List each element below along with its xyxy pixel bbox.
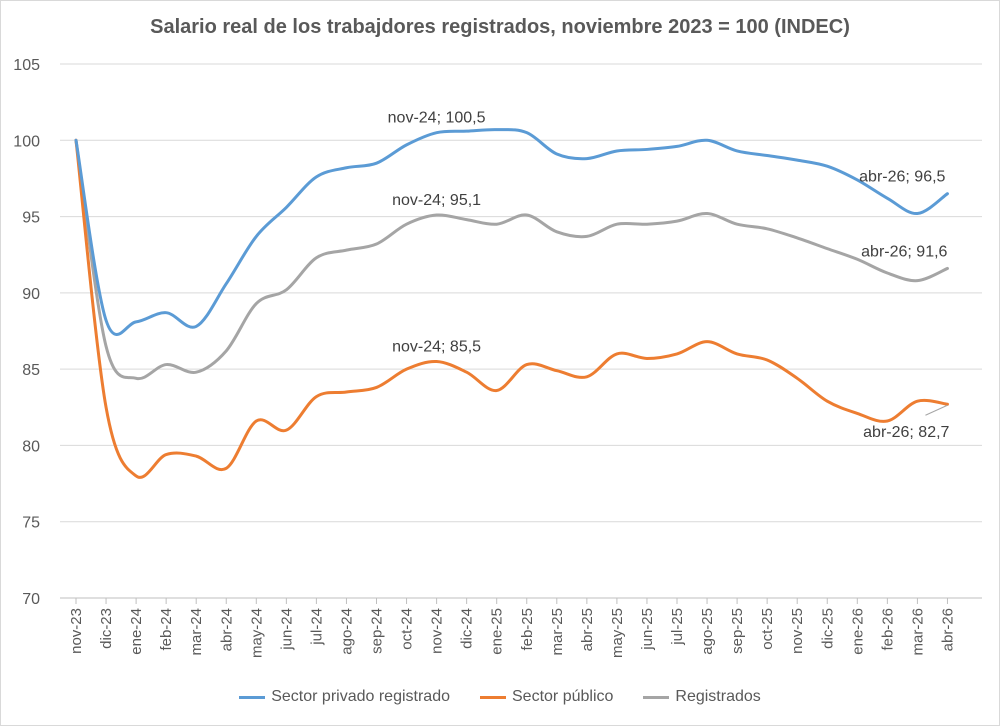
x-tick-label-dic-24: dic-24: [459, 608, 476, 649]
data-annotations: nov-24; 100,5 abr-26; 96,5 nov-24; 95,1 abr…: [388, 110, 950, 442]
x-tick-label-ene-24: ene-24: [128, 608, 145, 655]
x-tick-label-nov-24: nov-24: [429, 608, 446, 654]
y-tick-label-85: 85: [22, 362, 40, 379]
x-tick-label-dic-23: dic-23: [98, 608, 115, 649]
x-tick-label-mar-25: mar-25: [549, 608, 566, 656]
x-tick-label-jun-25: jun-25: [639, 608, 656, 651]
legend-swatch-sector-publico: [480, 695, 506, 699]
legend-label-sector-privado: Sector privado registrado: [271, 688, 450, 705]
data-label-5: abr-26; 82,7: [863, 424, 949, 441]
x-tick-label-feb-26: feb-26: [879, 608, 896, 651]
x-tick-label-mar-26: mar-26: [909, 608, 926, 656]
x-tick-label-abr-25: abr-25: [579, 608, 596, 651]
annotation-leader-5: [925, 404, 948, 416]
legend-item-sector-privado: Sector privado registrado: [239, 688, 450, 706]
x-tick-label-abr-24: abr-24: [218, 608, 235, 651]
y-tick-label-75: 75: [22, 515, 40, 532]
legend-item-registrados: Registrados: [643, 688, 761, 706]
x-tick-label-sep-24: sep-24: [369, 608, 386, 654]
x-tick-label-oct-25: oct-25: [759, 608, 776, 650]
x-tick-label-jul-24: jul-24: [308, 608, 325, 646]
legend-item-sector-publico: Sector público: [480, 688, 613, 706]
chart-title: Salario real de los trabajdores registra…: [150, 16, 850, 38]
y-tick-label-105: 105: [13, 57, 40, 74]
data-label-2: nov-24; 95,1: [392, 192, 481, 209]
x-tick-label-may-24: may-24: [248, 608, 265, 658]
x-tick-label-mar-24: mar-24: [188, 608, 205, 656]
x-axis: nov-23 dic-23 ene-24 feb-24 mar-24 abr-24 may-…: [60, 597, 982, 658]
legend-label-sector-publico: Sector público: [512, 688, 614, 705]
chart-legend: Sector privado registrado Sector público…: [0, 688, 1000, 706]
x-tick-label-may-25: may-25: [609, 608, 626, 658]
x-tick-label-jun-24: jun-24: [278, 608, 295, 651]
data-label-1: abr-26; 96,5: [859, 169, 945, 186]
x-tick-label-ago-25: ago-25: [699, 608, 716, 655]
x-tick-label-ago-24: ago-24: [338, 608, 355, 655]
x-tick-label-nov-25: nov-25: [789, 608, 806, 654]
data-label-0: nov-24; 100,5: [388, 110, 486, 127]
x-tick-label-feb-25: feb-25: [519, 608, 536, 651]
legend-swatch-registrados: [643, 695, 670, 699]
y-tick-label-90: 90: [22, 286, 40, 303]
legend-swatch-sector-privado: [239, 695, 266, 699]
gridlines: [60, 63, 982, 599]
x-tick-label-ene-25: ene-25: [489, 608, 506, 655]
x-tick-label-feb-24: feb-24: [158, 608, 175, 651]
y-tick-label-70: 70: [22, 591, 40, 608]
y-tick-label-95: 95: [22, 210, 40, 227]
x-tick-label-dic-25: dic-25: [819, 608, 836, 649]
series-line-sector-publico: [74, 138, 949, 479]
series-line-sector-privado: [74, 128, 949, 336]
x-tick-label-abr-26: abr-26: [939, 608, 956, 651]
series-line-registrados: [74, 138, 949, 381]
x-tick-label-nov-23: nov-23: [68, 608, 85, 654]
x-tick-label-ene-26: ene-26: [849, 608, 866, 655]
legend-label-registrados: Registrados: [675, 688, 761, 705]
x-tick-label-jul-25: jul-25: [669, 608, 686, 646]
data-label-3: abr-26; 91,6: [861, 243, 947, 260]
y-axis-ticks: 70 75 80 85 90 95 100 105: [13, 57, 40, 608]
series-lines: [74, 128, 949, 479]
y-tick-label-100: 100: [13, 133, 40, 150]
x-tick-label-oct-24: oct-24: [399, 608, 416, 650]
data-label-4: nov-24; 85,5: [392, 339, 481, 356]
y-tick-label-80: 80: [22, 438, 40, 455]
x-tick-label-sep-25: sep-25: [729, 608, 746, 654]
